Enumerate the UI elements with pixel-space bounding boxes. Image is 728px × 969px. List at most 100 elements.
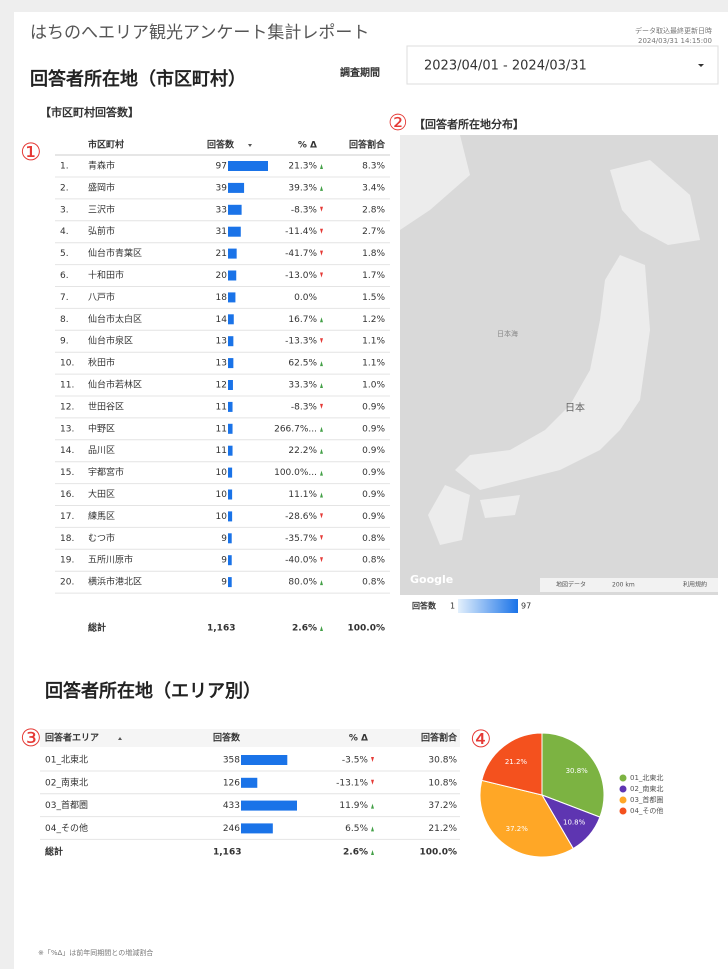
delta-up-icon <box>320 470 323 476</box>
count: 31 <box>216 227 227 237</box>
city-name: 仙台市泉区 <box>88 335 133 347</box>
delta: -13.0% <box>285 271 317 281</box>
delta-down-icon <box>320 557 323 563</box>
share: 0.9% <box>362 468 385 478</box>
map-land <box>480 495 520 518</box>
legend-label: 03_首都圏 <box>630 795 663 804</box>
rank: 19. <box>60 556 74 566</box>
rank: 3. <box>60 205 69 215</box>
rank: 18. <box>60 534 74 544</box>
share: 1.1% <box>362 337 385 347</box>
rank: 10. <box>60 359 74 369</box>
rank: 12. <box>60 402 74 412</box>
share: 1.7% <box>362 271 385 281</box>
total-delta: 2.6% <box>292 624 317 634</box>
count-bar <box>228 423 233 434</box>
map-title: 【回答者所在地分布】 <box>414 117 524 131</box>
area-name: 04_その他 <box>45 822 88 834</box>
delta-up-icon <box>320 164 323 169</box>
delta-up-icon <box>320 492 323 498</box>
area-name: 03_首都圏 <box>45 799 88 811</box>
delta: -8.3% <box>291 402 318 412</box>
column-header: 市区町村 <box>88 139 124 151</box>
share: 0.8% <box>362 578 385 588</box>
marker: ④ <box>470 725 492 753</box>
delta: 6.5% <box>345 824 368 834</box>
map-label: 日本海 <box>497 329 518 338</box>
pie-slice <box>479 779 574 858</box>
delta-down-icon <box>320 338 323 344</box>
rank: 5. <box>60 249 69 259</box>
map-land <box>610 160 700 245</box>
total-delta: 2.6% <box>343 848 368 858</box>
rank: 13. <box>60 424 74 434</box>
marker: ② <box>388 111 408 136</box>
delta-up-icon <box>371 826 374 832</box>
share: 30.8% <box>428 756 457 766</box>
report-title: はちのへエリア観光アンケート集計レポート <box>30 23 369 43</box>
update-label: データ取込最終更新日時 <box>635 26 712 35</box>
rank: 4. <box>60 227 69 237</box>
count: 11 <box>216 402 227 412</box>
delta: -13.1% <box>336 778 368 788</box>
city-name: 宇都宮市 <box>88 466 124 478</box>
map-credit[interactable]: 利用規約 <box>683 581 707 589</box>
delta: 62.5% <box>288 359 317 369</box>
delta-up-icon <box>320 448 323 454</box>
period-label: 調査期間 <box>340 66 380 79</box>
date-picker[interactable] <box>406 45 719 85</box>
total-share: 100.0% <box>348 624 386 634</box>
delta: -11.4% <box>285 227 317 237</box>
map[interactable]: 日本海 日本 Google 地図データ 200 km 利用規約 <box>400 135 718 595</box>
city-name: 八戸市 <box>88 291 115 303</box>
delta: -28.6% <box>285 512 317 522</box>
count: 358 <box>223 756 240 766</box>
pie-label: 10.8% <box>563 818 586 826</box>
map-land <box>455 255 650 490</box>
delta: 21.3% <box>288 162 317 172</box>
marker: ① <box>20 138 42 166</box>
map-credit[interactable]: 200 km <box>612 582 635 589</box>
map-legend-max: 97 <box>521 602 531 611</box>
rank: 16. <box>60 490 74 500</box>
column-header: % Δ <box>349 734 368 744</box>
count-bar <box>228 358 234 369</box>
column-header: 回答数 <box>207 139 235 151</box>
count-bar <box>228 270 237 281</box>
count-bar <box>228 226 241 237</box>
map-label: 日本 <box>565 401 585 414</box>
count-bar <box>228 401 233 412</box>
city-name: 五所川原市 <box>88 554 133 566</box>
share: 0.9% <box>362 402 385 412</box>
legend-swatch <box>619 774 627 782</box>
table-title: 【市区町村回答数】 <box>40 105 139 119</box>
count-bar <box>241 800 297 811</box>
count: 39 <box>216 183 228 193</box>
pie-label: 30.8% <box>566 767 589 775</box>
total-count: 1,163 <box>207 624 235 634</box>
delta-down-icon <box>320 403 323 409</box>
share: 0.8% <box>362 556 385 566</box>
date-range[interactable]: 2023/04/01 - 2024/03/31 <box>424 59 587 74</box>
rank: 9. <box>60 337 69 347</box>
count: 12 <box>216 381 227 391</box>
delta-up-icon <box>371 850 374 855</box>
share: 37.2% <box>428 801 457 811</box>
count-bar <box>228 533 232 544</box>
header-bg <box>40 729 460 747</box>
count-bar <box>228 314 234 325</box>
rank: 8. <box>60 315 69 325</box>
city-name: 世田谷区 <box>88 400 124 412</box>
city-name: 盛岡市 <box>88 181 115 193</box>
column-header: 回答数 <box>213 732 241 744</box>
delta-up-icon <box>371 803 374 809</box>
delta: -35.7% <box>285 534 317 544</box>
delta: -13.3% <box>285 337 317 347</box>
count-bar <box>228 336 234 347</box>
share: 0.9% <box>362 512 385 522</box>
share: 10.8% <box>428 778 457 788</box>
delta-up-icon <box>320 317 323 323</box>
count-bar <box>228 445 233 456</box>
delta-up-icon <box>320 426 323 432</box>
area-name: 01_北東北 <box>45 754 88 766</box>
